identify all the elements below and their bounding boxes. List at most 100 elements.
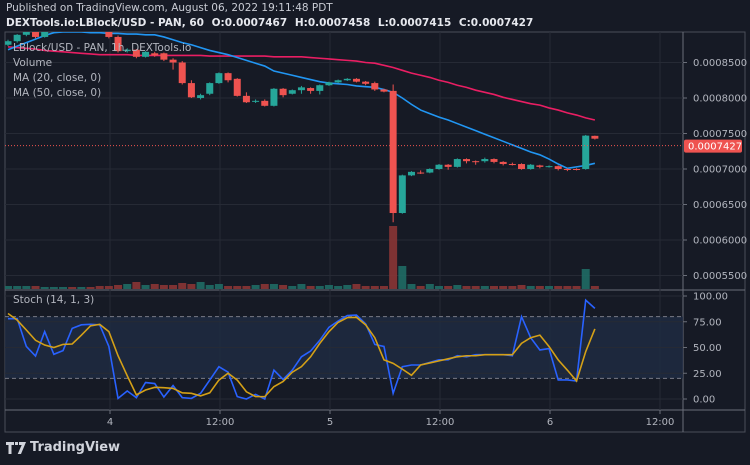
volume-bar [260,284,269,289]
candle-body [178,62,186,84]
volume-bar [361,286,370,289]
candle-body [114,36,122,52]
volume-bar [68,287,77,289]
volume-bar [169,285,178,289]
ma50-line [7,46,596,121]
volume-bar [49,287,58,289]
volume-bar [444,286,453,289]
candle-body [215,73,223,84]
candle-body [69,23,76,25]
volume-bar [297,284,306,289]
volume-bar [22,286,31,289]
candle-body [508,164,516,166]
volume-bar [389,226,398,289]
candle-body [417,172,425,174]
volume-bar [517,285,526,289]
candle-body [499,161,507,165]
candle-body [407,171,415,176]
symbol-title: DEXTools.io:LBlock/USD - PAN, 60 [6,17,204,29]
volume-bar [269,284,278,289]
volume-bar [132,282,141,289]
volume-bar [86,287,95,289]
candle-body [307,88,315,91]
volume-bar [59,287,68,289]
candle-body [197,95,205,98]
volume-bar [123,284,132,289]
legend-ma50[interactable]: MA (50, close, 0) [13,87,102,99]
price-tick-label: 0.0008500 [693,58,747,69]
candle-body [50,27,57,31]
legend-volume[interactable]: Volume [13,57,53,69]
candle-body [490,159,498,162]
candle-body [206,83,214,94]
candle-body [536,165,544,167]
candle-body [527,164,535,169]
volume-bar [114,285,123,289]
candle-body [573,169,581,170]
volume-bar [471,286,480,289]
volume-bar [95,286,104,289]
legend-stoch[interactable]: Stoch (14, 1, 3) [13,294,95,306]
volume-bar [178,283,187,289]
volume-bar [13,286,22,289]
volume-bar [554,286,563,289]
main-pane [5,21,599,289]
candle-body [352,78,360,82]
candle-body [224,73,232,81]
candle-body [444,164,452,167]
candle-body [426,169,434,173]
candle-body [453,159,461,167]
volume-bar [205,285,214,289]
candle-body [472,161,480,163]
candle-body [261,100,269,106]
volume-bar [499,286,508,289]
candle-body [297,87,305,91]
volume-bar [379,286,388,289]
candle-body [22,32,30,35]
volume-bar [150,284,159,289]
candle-body [96,24,103,28]
stoch-tick-label: 25.00 [693,369,722,380]
candle-body [169,59,177,63]
volume-bar [315,286,324,289]
candle-body [132,49,140,57]
chart-frame [4,31,746,433]
candle-body [87,21,94,24]
candle-body [270,88,278,106]
legend-series[interactable]: LBlock/USD - PAN, 1h, DEXTools.io [13,42,192,54]
candle-body [242,95,250,103]
volume-bar [416,286,425,289]
volume-bar [352,284,361,289]
volume-bar [251,285,260,289]
volume-bar [141,285,150,289]
published-caption: Published on TradingView.com, August 06,… [6,2,333,14]
volume-bar [572,286,581,289]
candle-body [316,85,324,91]
candle-body [554,166,562,169]
volume-bar [104,286,113,289]
candle-body [545,166,553,168]
candle-body [343,78,351,81]
symbol-ohlc-line: DEXTools.io:LBlock/USD - PAN, 60 O:0.000… [6,17,537,30]
candle-body [105,32,113,37]
candle-body [60,23,67,27]
volume-bar [590,286,599,289]
volume-bar [40,287,49,289]
volume-bar [535,286,544,289]
volume-bar [196,282,205,289]
time-tick-label: 5 [327,417,333,428]
ohlc-high: H:0.0007458 [294,17,371,29]
candle-body [389,90,397,214]
volume-bar [31,286,40,289]
current-price-label: 0.0007427 [688,142,742,153]
volume-bar [306,286,315,289]
volume-bar [508,286,517,289]
candle-body [380,89,388,92]
legend-ma20[interactable]: MA (20, close, 0) [13,72,102,84]
volume-bar [334,286,343,289]
stoch-pane [5,295,683,401]
stoch-tick-label: 75.00 [693,317,722,328]
stoch-d-line [7,312,596,398]
stoch-tick-label: 0.00 [693,395,715,406]
